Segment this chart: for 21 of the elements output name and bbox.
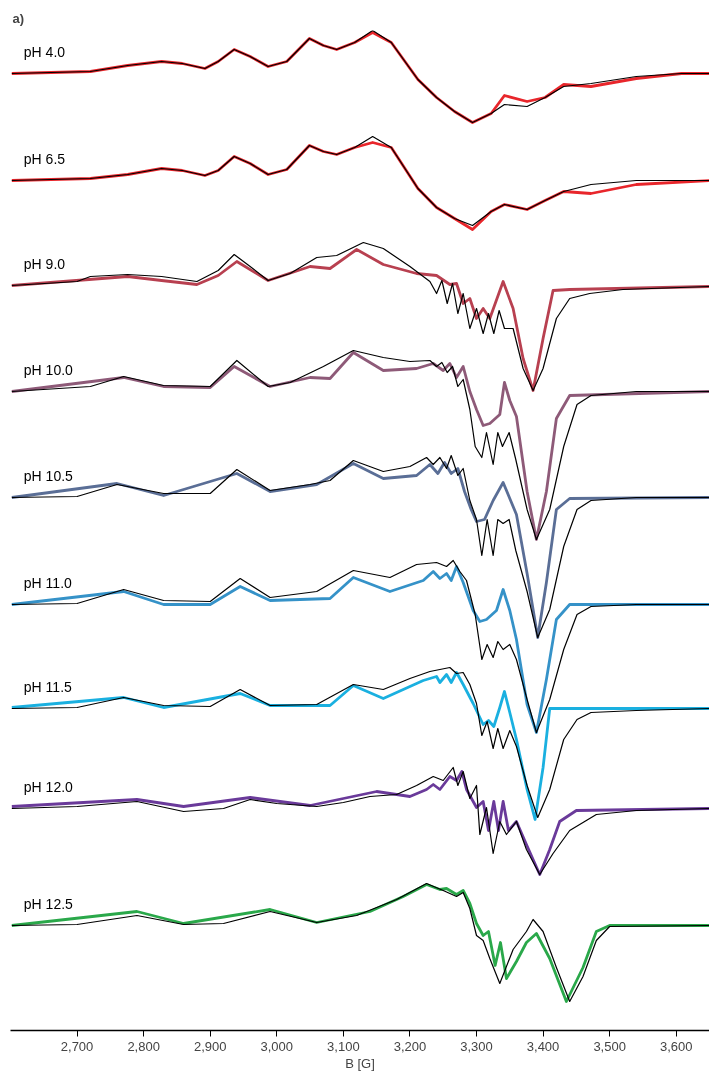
x-tick-label: 3,000 — [260, 1038, 294, 1054]
series-label: pH 11.0 — [23, 574, 73, 591]
x-tick-label: 3,400 — [526, 1038, 560, 1054]
chart-title: a) — [12, 10, 25, 26]
x-tick-label: 3,300 — [460, 1038, 493, 1054]
x-axis-title: B [G] — [345, 1055, 375, 1071]
x-tick-label: 3,600 — [659, 1038, 693, 1054]
series-label: pH 12.5 — [23, 895, 74, 912]
series-label: pH 10.5 — [23, 467, 74, 484]
x-tick-label: 3,100 — [327, 1038, 360, 1054]
x-tick-label: 2,900 — [193, 1038, 227, 1054]
series-label: pH 9.0 — [23, 255, 66, 272]
x-tick-label: 3,200 — [393, 1038, 427, 1054]
series-label: pH 6.5 — [23, 150, 66, 167]
x-tick-label: 3,500 — [593, 1038, 626, 1054]
x-tick-label: 2,700 — [60, 1038, 94, 1054]
series-label: pH 11.5 — [23, 678, 73, 695]
series-label: pH 12.0 — [23, 778, 74, 795]
series-label: pH 10.0 — [23, 361, 74, 378]
x-tick-label: 2,800 — [127, 1038, 160, 1054]
series-label: pH 4.0 — [23, 43, 66, 60]
